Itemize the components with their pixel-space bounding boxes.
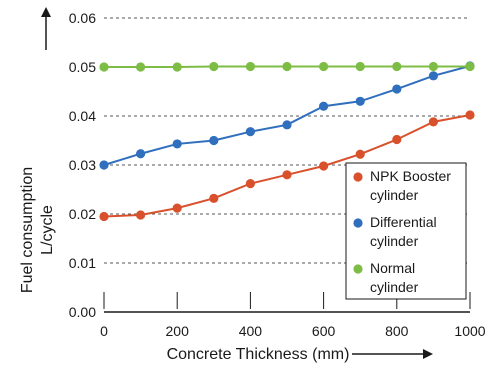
data-point <box>429 117 438 126</box>
y-tick-label: 0.05 <box>69 59 96 75</box>
data-point <box>319 161 328 170</box>
x-tick-label: 0 <box>100 323 108 339</box>
legend-label: Normal <box>370 260 415 276</box>
legend-marker <box>353 264 362 273</box>
y-tick-label: 0.06 <box>69 10 96 26</box>
data-point <box>209 62 218 71</box>
x-tick-label: 600 <box>312 323 336 339</box>
data-point <box>136 149 145 158</box>
legend-label: cylinder <box>370 187 419 203</box>
data-point <box>319 102 328 111</box>
data-point <box>319 62 328 71</box>
data-point <box>356 150 365 159</box>
data-point <box>392 84 401 93</box>
data-point <box>99 62 108 71</box>
y-tick-label: 0.03 <box>69 157 96 173</box>
y-tick-label: 0.01 <box>69 255 96 271</box>
data-point <box>246 62 255 71</box>
data-point <box>282 170 291 179</box>
x-tick-label: 400 <box>239 323 263 339</box>
x-axis-title: Concrete Thickness (mm) <box>167 346 350 363</box>
data-point <box>356 62 365 71</box>
x-tick-label: 200 <box>166 323 190 339</box>
data-point <box>392 62 401 71</box>
data-point <box>136 210 145 219</box>
data-point <box>429 62 438 71</box>
data-point <box>465 110 474 119</box>
data-point <box>209 194 218 203</box>
x-tick-label: 1000 <box>454 323 485 339</box>
data-point <box>173 204 182 213</box>
data-point <box>136 62 145 71</box>
data-point <box>429 71 438 80</box>
data-point <box>282 62 291 71</box>
x-tick-label: 800 <box>385 323 409 339</box>
legend-marker <box>353 218 362 227</box>
legend-label: Differential <box>370 214 437 230</box>
y-tick-label: 0.04 <box>69 108 96 124</box>
legend: NPK Booster cylinder Differential cylinder N… <box>346 163 466 299</box>
y-tick-label: 0.00 <box>69 304 96 320</box>
legend-label: cylinder <box>370 233 419 249</box>
legend-label: cylinder <box>370 279 419 295</box>
data-point <box>99 212 108 221</box>
data-point <box>99 160 108 169</box>
y-axis-title-line: Fuel consumption <box>19 167 36 293</box>
legend-label: NPK Booster <box>370 168 451 184</box>
data-point <box>282 120 291 129</box>
y-tick-label: 0.02 <box>69 206 96 222</box>
data-point <box>209 136 218 145</box>
data-point <box>246 179 255 188</box>
y-axis-title-line: L/cycle <box>39 205 56 255</box>
data-point <box>465 62 474 71</box>
data-point <box>173 139 182 148</box>
series-2 <box>99 62 474 72</box>
data-point <box>173 62 182 71</box>
data-point <box>246 127 255 136</box>
data-point <box>356 97 365 106</box>
legend-marker <box>353 172 362 181</box>
data-point <box>392 135 401 144</box>
